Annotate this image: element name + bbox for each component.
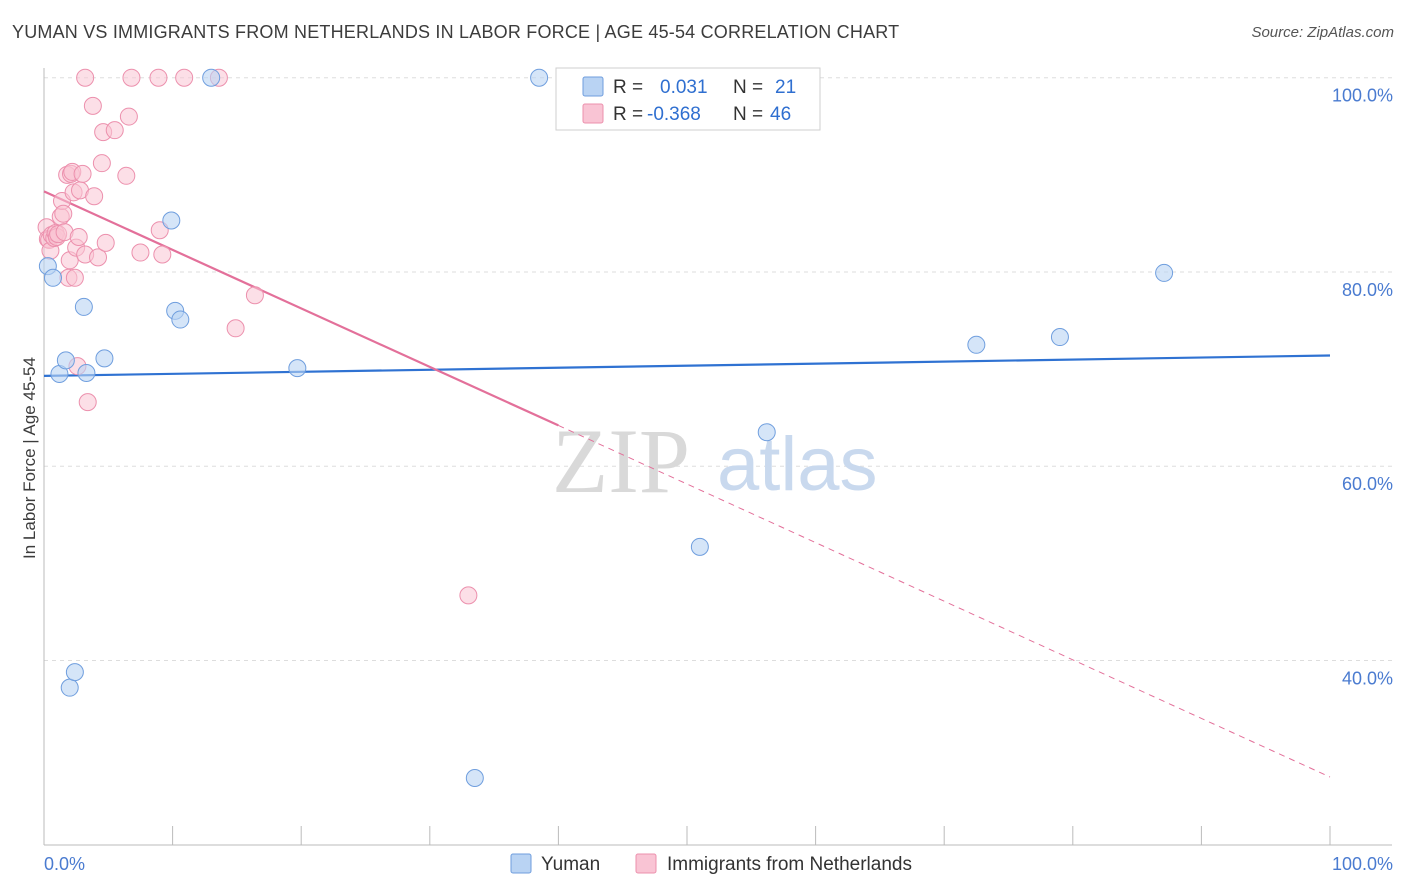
point-yuman bbox=[60, 678, 79, 697]
point-yuman bbox=[1050, 328, 1069, 347]
point-yuman bbox=[65, 663, 84, 682]
watermark-atlas: atlas bbox=[717, 422, 878, 507]
point-yuman bbox=[74, 297, 93, 316]
point-yuman bbox=[202, 68, 221, 87]
point-yuman bbox=[56, 351, 75, 370]
legend-n-label-2: N = bbox=[733, 104, 763, 125]
legend-r-label-1: R = bbox=[613, 77, 643, 98]
point-yuman bbox=[967, 335, 986, 354]
point-netherlands bbox=[78, 393, 97, 412]
point-netherlands bbox=[89, 248, 108, 267]
x-tick-label-max: 100.0% bbox=[1332, 854, 1393, 874]
legend-swatch-netherlands bbox=[582, 103, 604, 124]
legend-swatch-yuman bbox=[582, 76, 604, 97]
y-tick-label: 100.0% bbox=[1332, 86, 1393, 106]
legend-n-value-2: 46 bbox=[770, 104, 791, 125]
point-yuman bbox=[44, 268, 63, 287]
point-netherlands bbox=[73, 164, 92, 183]
point-netherlands bbox=[131, 243, 150, 262]
correlation-legend: R = 0.031 N = 21 R = -0.368 N = 46 bbox=[555, 67, 821, 131]
y-tick-label: 40.0% bbox=[1342, 668, 1393, 688]
x-tick-label-min: 0.0% bbox=[44, 854, 85, 874]
y-tick-label: 80.0% bbox=[1342, 280, 1393, 300]
point-netherlands bbox=[122, 68, 141, 87]
point-netherlands bbox=[245, 286, 264, 305]
point-netherlands bbox=[85, 187, 104, 206]
point-netherlands bbox=[69, 227, 88, 246]
series-legend-label-yuman: Yuman bbox=[541, 854, 600, 875]
point-yuman bbox=[530, 68, 549, 87]
series-legend-label-netherlands: Immigrants from Netherlands bbox=[667, 854, 912, 875]
point-netherlands bbox=[459, 586, 478, 605]
chart-title: YUMAN VS IMMIGRANTS FROM NETHERLANDS IN … bbox=[12, 22, 900, 42]
gridlines bbox=[44, 77, 1392, 661]
source-label: Source: ZipAtlas.com bbox=[1251, 24, 1394, 41]
point-yuman bbox=[288, 359, 307, 378]
legend-r-label-2: R = bbox=[613, 104, 643, 125]
point-netherlands bbox=[175, 68, 194, 87]
point-yuman bbox=[95, 349, 114, 368]
point-netherlands bbox=[83, 96, 102, 115]
point-netherlands bbox=[105, 121, 124, 140]
trend-line-netherlands-extension bbox=[558, 424, 1331, 778]
legend-r-value-1: 0.031 bbox=[660, 77, 708, 98]
trend-lines bbox=[43, 190, 1331, 778]
series-legend: Yuman Immigrants from Netherlands bbox=[510, 853, 912, 875]
series-legend-swatch-netherlands bbox=[635, 853, 657, 874]
point-netherlands bbox=[92, 154, 111, 173]
point-yuman bbox=[1155, 263, 1174, 282]
watermark: ZIP atlas bbox=[552, 410, 878, 512]
point-netherlands bbox=[65, 268, 84, 287]
legend-r-value-2: -0.368 bbox=[647, 104, 701, 125]
point-netherlands bbox=[96, 233, 115, 252]
series-legend-swatch-yuman bbox=[510, 853, 532, 874]
point-netherlands bbox=[117, 166, 136, 185]
point-netherlands bbox=[54, 204, 73, 223]
axes bbox=[43, 68, 1392, 846]
trend-line-netherlands bbox=[43, 190, 559, 427]
point-yuman bbox=[465, 768, 484, 787]
point-netherlands bbox=[119, 107, 138, 126]
trend-line-yuman bbox=[43, 354, 1331, 377]
data-points bbox=[37, 68, 1174, 787]
point-netherlands bbox=[153, 245, 172, 264]
point-yuman bbox=[690, 537, 709, 556]
point-yuman bbox=[162, 211, 181, 230]
point-yuman bbox=[77, 363, 96, 382]
legend-n-label-1: N = bbox=[733, 77, 763, 98]
point-yuman bbox=[757, 423, 776, 442]
point-yuman bbox=[171, 310, 190, 329]
y-axis-label: In Labor Force | Age 45-54 bbox=[20, 357, 39, 559]
watermark-zip: ZIP bbox=[552, 410, 690, 512]
legend-n-value-1: 21 bbox=[775, 77, 796, 98]
tick-labels: 40.0% 60.0% 80.0% 100.0% 0.0% 100.0% bbox=[44, 86, 1393, 874]
point-netherlands bbox=[149, 68, 168, 87]
y-tick-label: 60.0% bbox=[1342, 474, 1393, 494]
point-netherlands bbox=[150, 221, 169, 240]
point-netherlands bbox=[226, 319, 245, 338]
point-netherlands bbox=[76, 68, 95, 87]
